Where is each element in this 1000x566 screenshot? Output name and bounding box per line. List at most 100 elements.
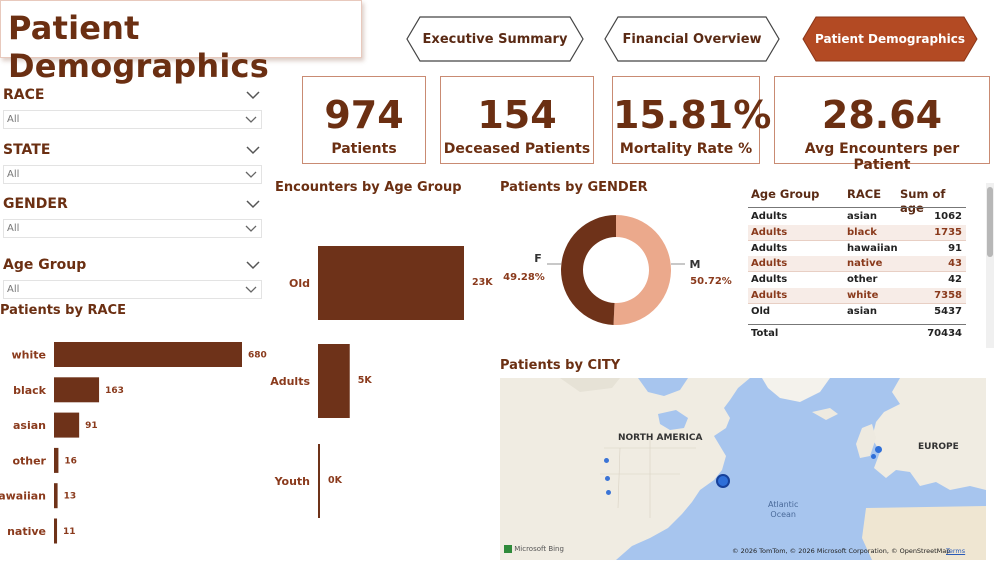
race-bar[interactable]	[54, 342, 242, 367]
race-bar[interactable]	[54, 447, 59, 473]
race-bar[interactable]	[54, 518, 58, 544]
gender-slice-f[interactable]	[561, 215, 616, 325]
chevron-down-icon[interactable]	[246, 199, 260, 209]
table-cell: 1735	[934, 226, 962, 238]
financial-overview-button[interactable]: Financial Overview	[604, 16, 780, 62]
chevron-down-icon	[245, 286, 257, 293]
page-title: Patient Demographics	[8, 9, 269, 85]
executive-summary-label: Executive Summary	[422, 31, 568, 47]
age-bar[interactable]	[318, 246, 464, 320]
table-cell: hawaiian	[847, 242, 898, 254]
gender-value-m: 50.72%	[690, 276, 732, 287]
city-marker[interactable]	[716, 474, 730, 488]
logo-text: Microsoft Bing	[514, 545, 564, 553]
city-map[interactable]: NORTH AMERICA EUROPE Atlantic Ocean Micr…	[500, 378, 986, 560]
kpi-avg-encounters: 28.64 Avg Encounters per Patient	[774, 76, 990, 173]
slicer-dropdown[interactable]: All	[3, 110, 262, 129]
table-cell: 43	[948, 258, 962, 270]
race-bar[interactable]	[54, 377, 100, 403]
column-header-race: RACE	[847, 187, 882, 201]
chevron-down-icon[interactable]	[246, 90, 260, 100]
gender-value-f: 49.28%	[503, 272, 545, 283]
race-category-label: other	[12, 454, 46, 467]
gender-chart-title: Patients by GENDER	[500, 180, 648, 195]
total-value: 70434	[927, 328, 962, 339]
age-bar[interactable]	[318, 444, 320, 518]
total-label: Total	[751, 328, 779, 339]
patient-demographics-button[interactable]: Patient Demographics	[802, 16, 978, 62]
north-america-landmass	[500, 378, 750, 560]
race-value-label: 16	[64, 456, 77, 466]
table-cell: 91	[948, 242, 962, 254]
city-marker[interactable]	[604, 458, 609, 463]
table-cell: Adults	[751, 226, 788, 238]
button-shape	[406, 16, 584, 62]
table-cell: 5437	[934, 305, 962, 317]
table-scrollbar[interactable]	[986, 183, 994, 348]
race-bar[interactable]	[54, 412, 80, 438]
kpi-deceased-patients: 154 Deceased Patients	[440, 76, 594, 164]
race-category-label: asian	[13, 419, 46, 432]
race-bar[interactable]	[54, 483, 58, 509]
button-shape	[802, 16, 978, 62]
kpi-label: Deceased Patients	[443, 141, 591, 157]
table-cell: Adults	[751, 211, 788, 222]
financial-overview-label: Financial Overview	[622, 31, 762, 47]
slicer-title: RACE	[3, 87, 45, 103]
age-bar[interactable]	[318, 344, 350, 418]
table-row[interactable]: Old asian 5437	[748, 304, 966, 320]
table-row[interactable]: Adults other 42	[748, 272, 966, 288]
executive-summary-button[interactable]: Executive Summary	[406, 16, 584, 62]
age-value-label: 5K	[358, 375, 373, 386]
table-row[interactable]: Adults asian 1062	[748, 209, 966, 225]
chevron-down-icon[interactable]	[246, 260, 260, 270]
city-marker[interactable]	[606, 490, 611, 495]
chevron-down-icon	[245, 225, 257, 232]
race-category-label: white	[12, 349, 46, 362]
table-row[interactable]: Adults hawaiian 91	[748, 241, 966, 257]
table-row[interactable]: Adults native 43	[748, 256, 966, 273]
age-value-label: 23K	[472, 277, 493, 288]
kpi-label: Avg Encounters per Patient	[804, 141, 960, 173]
gender-slice-m[interactable]	[613, 215, 672, 325]
hudson-bay	[638, 378, 688, 396]
gender-label-m: M	[690, 258, 701, 271]
map-canvas	[500, 378, 986, 560]
scrollbar-thumb[interactable]	[987, 187, 993, 257]
map-attribution[interactable]: © 2026 TomTom, © 2026 Microsoft Corporat…	[732, 547, 951, 555]
europe-label: EUROPE	[918, 442, 959, 452]
table-cell: Adults	[751, 258, 788, 270]
city-marker[interactable]	[875, 446, 882, 453]
gender-label-f: F	[534, 252, 542, 265]
table-cell: Adults	[751, 242, 788, 254]
kpi-patients: 974 Patients	[302, 76, 426, 164]
chevron-down-icon[interactable]	[246, 145, 260, 155]
slicer-dropdown[interactable]: All	[3, 219, 262, 238]
slicer-dropdown[interactable]: All	[3, 280, 262, 299]
microsoft-logo-icon	[504, 545, 512, 553]
table-row[interactable]: Adults black 1735	[748, 224, 966, 241]
city-marker[interactable]	[871, 454, 876, 459]
column-header-sum-of-age: Sum of age	[900, 187, 946, 215]
map-terms-link[interactable]: Terms	[946, 547, 966, 555]
age-value-label: 0K	[328, 475, 343, 486]
slicer-dropdown[interactable]: All	[3, 165, 262, 184]
greenland-landmass	[762, 378, 830, 402]
table-cell: 42	[948, 274, 962, 286]
slicer-title: Age Group	[3, 257, 87, 273]
chevron-down-icon	[245, 116, 257, 123]
kpi-value: 974	[324, 93, 404, 137]
table-cell: Adults	[751, 274, 788, 286]
table-cell: black	[847, 226, 877, 238]
kpi-value: 154	[477, 93, 557, 137]
table-row[interactable]: Adults white 7358	[748, 288, 966, 304]
table-cell: 1062	[934, 211, 962, 222]
table-cell: asian	[847, 211, 877, 222]
race-chart-title: Patients by RACE	[0, 303, 126, 318]
europe-landmass	[872, 378, 986, 490]
british-isles	[856, 424, 876, 458]
race-value-label: 13	[64, 492, 77, 502]
table-cell: Old	[751, 305, 771, 317]
age-category-label: Youth	[274, 475, 310, 488]
city-marker[interactable]	[605, 476, 610, 481]
